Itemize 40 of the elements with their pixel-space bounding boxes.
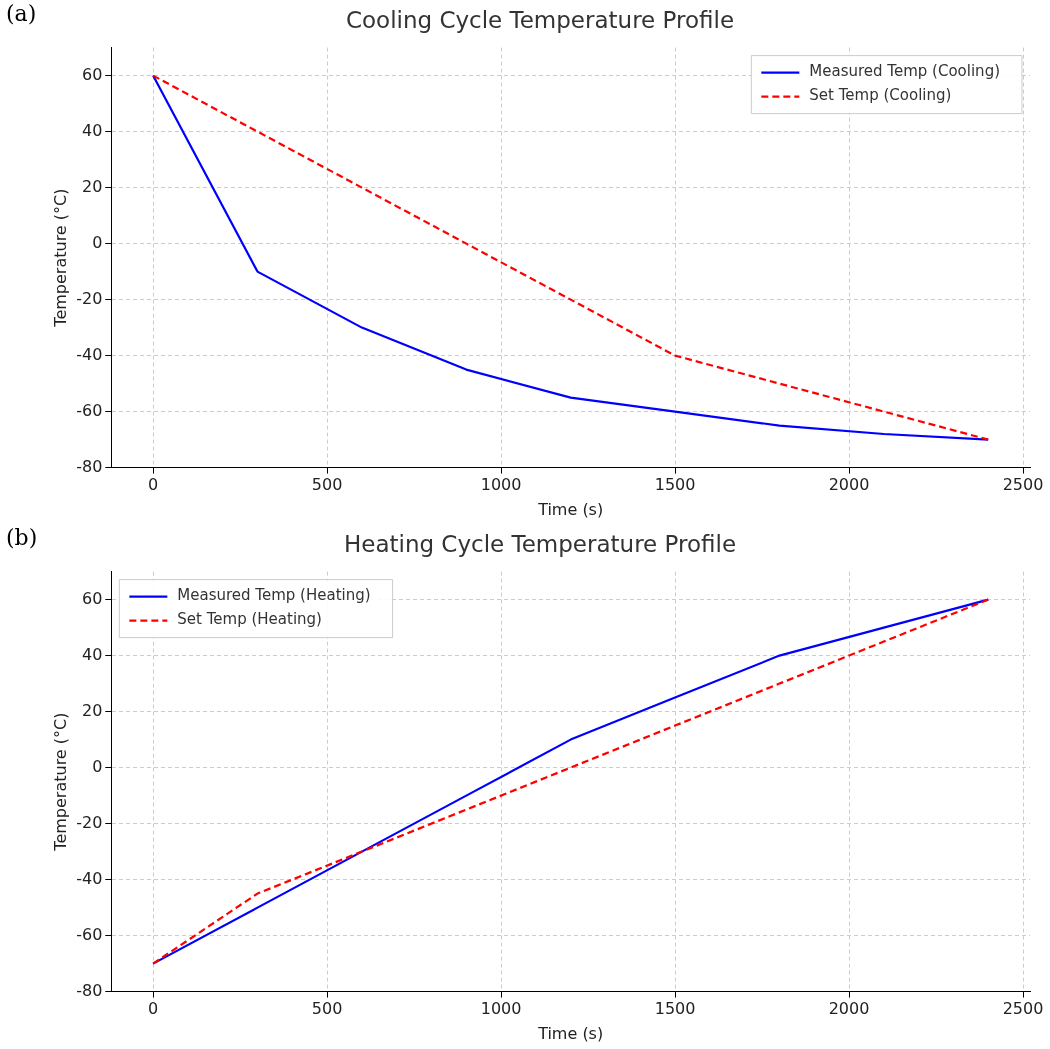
y-tick-label: 0 xyxy=(92,232,103,252)
x-tick-label: 2000 xyxy=(828,475,870,495)
y-tick-label: 60 xyxy=(81,64,103,84)
legend-label: Measured Temp (Cooling) xyxy=(809,62,1001,81)
legend-label: Set Temp (Cooling) xyxy=(809,86,952,105)
x-tick-label: 0 xyxy=(148,999,159,1019)
y-tick-label: -60 xyxy=(76,400,103,420)
y-tick-label: -80 xyxy=(76,980,103,1000)
text: (a) xyxy=(6,0,37,26)
text: (b) xyxy=(6,524,38,550)
chart-title: Heating Cycle Temperature Profile xyxy=(343,530,737,557)
y-tick-label: -40 xyxy=(76,344,103,364)
y-axis-title: Temperature (°C) xyxy=(50,712,70,852)
y-tick-label: 40 xyxy=(81,644,103,664)
y-tick-label: -40 xyxy=(76,868,103,888)
y-tick-label: -60 xyxy=(76,924,103,944)
y-tick-label: -80 xyxy=(76,456,103,476)
y-tick-label: -20 xyxy=(76,812,103,832)
y-tick-label: 20 xyxy=(81,176,103,196)
x-tick-label: 1500 xyxy=(654,475,696,495)
x-tick-label: 1000 xyxy=(480,475,522,495)
x-axis-title: Time (s) xyxy=(537,1023,604,1043)
x-tick-label: 1000 xyxy=(480,999,522,1019)
x-tick-label: 1500 xyxy=(654,999,696,1019)
y-tick-label: 20 xyxy=(81,700,103,720)
y-tick-label: -20 xyxy=(76,288,103,308)
y-tick-label: 60 xyxy=(81,588,103,608)
y-tick-label: 0 xyxy=(92,756,103,776)
y-tick-label: 40 xyxy=(81,120,103,140)
x-axis-title: Time (s) xyxy=(537,499,604,519)
legend-label: Set Temp (Heating) xyxy=(177,610,322,629)
x-tick-label: 500 xyxy=(311,475,343,495)
x-tick-label: 0 xyxy=(148,475,159,495)
y-axis-title: Temperature (°C) xyxy=(50,188,70,328)
x-tick-label: 2000 xyxy=(828,999,870,1019)
x-tick-label: 500 xyxy=(311,999,343,1019)
x-tick-label: 2500 xyxy=(1002,475,1044,495)
chart-title: Cooling Cycle Temperature Profile xyxy=(345,6,735,33)
legend-label: Measured Temp (Heating) xyxy=(177,586,371,605)
x-tick-label: 2500 xyxy=(1002,999,1044,1019)
